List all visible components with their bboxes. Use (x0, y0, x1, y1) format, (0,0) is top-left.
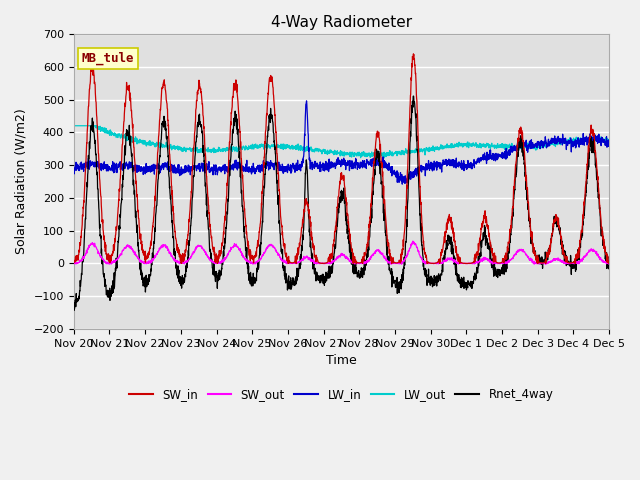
Title: 4-Way Radiometer: 4-Way Radiometer (271, 15, 412, 30)
Y-axis label: Solar Radiation (W/m2): Solar Radiation (W/m2) (15, 108, 28, 254)
Text: MB_tule: MB_tule (82, 52, 134, 65)
X-axis label: Time: Time (326, 354, 356, 367)
Legend: SW_in, SW_out, LW_in, LW_out, Rnet_4way: SW_in, SW_out, LW_in, LW_out, Rnet_4way (125, 384, 558, 406)
